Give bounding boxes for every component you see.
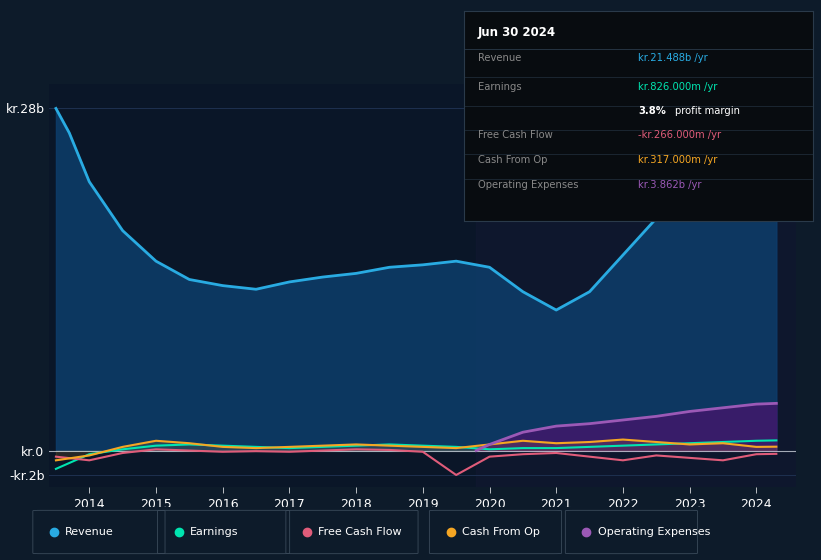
Text: Operating Expenses: Operating Expenses <box>598 527 710 537</box>
Text: Earnings: Earnings <box>478 82 521 91</box>
Text: kr.3.862b /yr: kr.3.862b /yr <box>639 180 702 190</box>
Text: Cash From Op: Cash From Op <box>478 155 548 165</box>
Text: 3.8%: 3.8% <box>639 106 666 116</box>
Text: Earnings: Earnings <box>190 527 238 537</box>
Text: profit margin: profit margin <box>675 106 740 116</box>
Bar <box>476 84 796 487</box>
Text: Jun 30 2024: Jun 30 2024 <box>478 26 556 39</box>
Text: Free Cash Flow: Free Cash Flow <box>478 130 553 140</box>
Text: Cash From Op: Cash From Op <box>462 527 539 537</box>
Text: Revenue: Revenue <box>478 53 521 63</box>
Text: Free Cash Flow: Free Cash Flow <box>319 527 402 537</box>
Text: Revenue: Revenue <box>66 527 114 537</box>
Text: Operating Expenses: Operating Expenses <box>478 180 578 190</box>
Text: kr.826.000m /yr: kr.826.000m /yr <box>639 82 718 91</box>
Text: kr.317.000m /yr: kr.317.000m /yr <box>639 155 718 165</box>
Text: -kr.266.000m /yr: -kr.266.000m /yr <box>639 130 722 140</box>
Text: kr.21.488b /yr: kr.21.488b /yr <box>639 53 708 63</box>
